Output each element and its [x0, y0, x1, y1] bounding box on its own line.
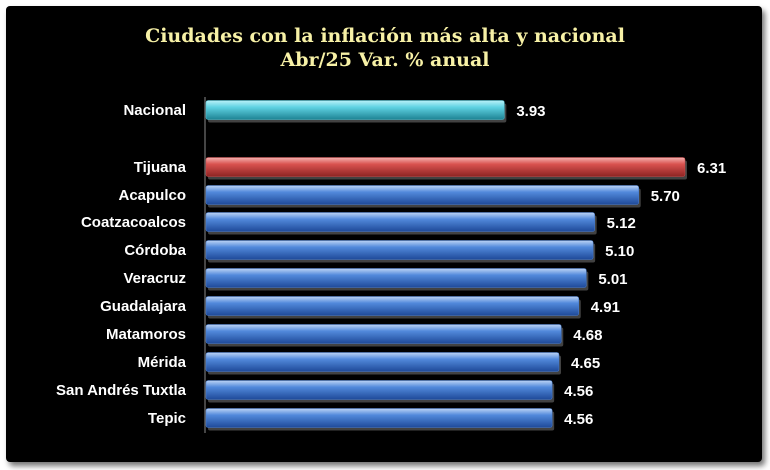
category-label-tijuana: Tijuana: [134, 159, 187, 176]
category-label-coatzacoalcos: Coatzacoalcos: [81, 214, 186, 231]
bar-nacional: [205, 100, 505, 120]
bar-merida: [205, 352, 560, 372]
bar-guadalajara: [205, 296, 579, 316]
bar-tepic: [205, 408, 553, 428]
category-label-matamoros: Matamoros: [106, 326, 186, 343]
value-label-merida: 4.65: [571, 355, 600, 372]
value-label-guadalajara: 4.91: [591, 299, 620, 316]
bar-coatzacoalcos: [205, 212, 595, 232]
category-label-san-andres-tuxtla: San Andrés Tuxtla: [56, 382, 187, 399]
category-label-guadalajara: Guadalajara: [100, 298, 187, 315]
category-label-acapulco: Acapulco: [118, 187, 186, 204]
chart-title-line-2: Abr/25 Var. % anual: [280, 49, 490, 71]
chart-title-line-1: Ciudades con la inflación más alta y nac…: [145, 25, 625, 47]
bar-matamoros: [205, 324, 562, 344]
category-label-tepic: Tepic: [148, 410, 186, 427]
bars-group: Nacional 3.93 Tijuana 6.31 Acapulco 5.70 Coatz…: [56, 100, 726, 431]
value-label-acapulco: 5.70: [651, 188, 680, 205]
value-label-cordoba: 5.10: [605, 243, 634, 260]
value-label-veracruz: 5.01: [598, 271, 627, 288]
value-label-tepic: 4.56: [564, 411, 593, 428]
bar-san-andres-tuxtla: [205, 380, 553, 400]
value-label-matamoros: 4.68: [573, 327, 602, 344]
bar-acapulco: [205, 185, 639, 205]
category-label-merida: Mérida: [138, 354, 187, 371]
bar-veracruz: [205, 268, 587, 288]
bar-cordoba: [205, 240, 594, 260]
bar-tijuana: [205, 157, 686, 177]
category-label-cordoba: Córdoba: [124, 242, 186, 259]
value-label-san-andres-tuxtla: 4.56: [564, 383, 593, 400]
value-label-coatzacoalcos: 5.12: [607, 215, 636, 232]
value-label-tijuana: 6.31: [697, 160, 726, 177]
category-label-veracruz: Veracruz: [123, 270, 186, 287]
value-label-nacional: 3.93: [516, 103, 545, 120]
category-label-nacional: Nacional: [123, 102, 186, 119]
